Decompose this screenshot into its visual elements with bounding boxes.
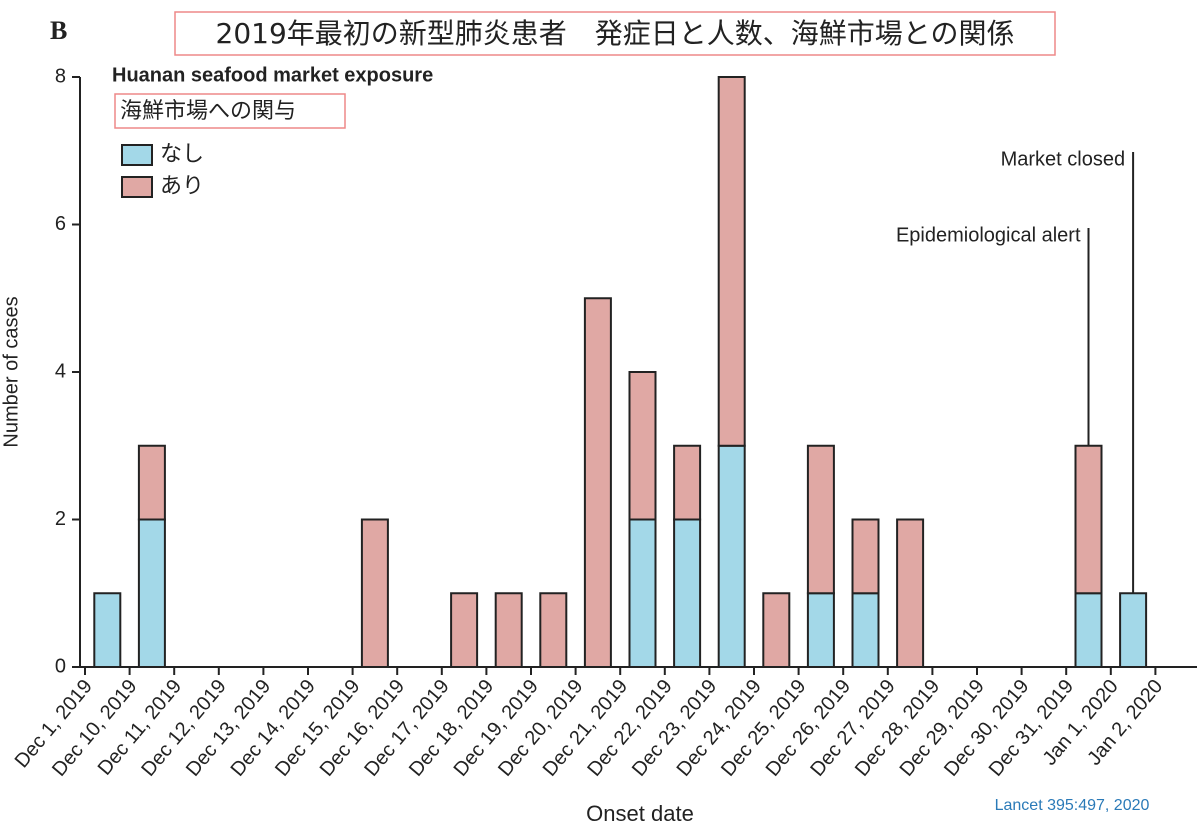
y-axis-label: Number of cases	[0, 296, 22, 447]
bar-segment	[628, 371, 657, 521]
bar-segment	[717, 444, 746, 668]
title-box	[174, 11, 1056, 56]
y-tick-label: 8	[55, 65, 66, 87]
annotation-text: Epidemiological alert	[896, 224, 1081, 246]
bar-segment	[93, 592, 122, 668]
bar-segment	[806, 592, 835, 668]
bar-segment	[360, 518, 389, 668]
bar-segment	[628, 518, 657, 668]
bar-segment	[717, 76, 746, 447]
legend-label: あり	[160, 174, 204, 199]
legend-swatch	[121, 176, 153, 198]
chart-title: 2019年最初の新型肺炎患者 発症日と人数、海鮮市場との関係	[216, 17, 1015, 50]
bar-segment	[673, 518, 702, 668]
bar-segment	[137, 518, 166, 668]
legend-swatch	[121, 144, 153, 166]
bar-segment	[1119, 592, 1148, 668]
x-axis-label: Onset date	[586, 801, 694, 825]
bar-segment	[539, 592, 568, 668]
legend-label: なし	[160, 142, 204, 167]
bar-segment	[896, 518, 925, 668]
bar-segment	[450, 592, 479, 668]
source: Lancet 395:497, 2020	[995, 797, 1150, 814]
annotation-text: Market closed	[1001, 148, 1126, 170]
bar-segment	[806, 444, 835, 595]
legend-title: Huanan seafood market exposure	[112, 64, 433, 86]
bar-segment	[762, 592, 791, 668]
bar-segment	[1074, 444, 1103, 595]
y-tick-label: 0	[55, 655, 66, 677]
bar-segment	[1074, 592, 1103, 668]
y-tick-label: 6	[55, 213, 66, 235]
panel-label: B	[50, 16, 67, 45]
bar-segment	[583, 297, 612, 668]
legend-subtitle: 海鮮市場への関与	[120, 99, 296, 124]
bar-segment	[137, 444, 166, 521]
bar-segment	[851, 518, 880, 595]
bar-segment	[494, 592, 523, 668]
bar-segment	[673, 444, 702, 521]
legend-subtitle-box	[114, 93, 346, 129]
y-tick-label: 4	[55, 360, 66, 382]
bar-segment	[851, 592, 880, 668]
y-tick-label: 2	[55, 508, 66, 530]
